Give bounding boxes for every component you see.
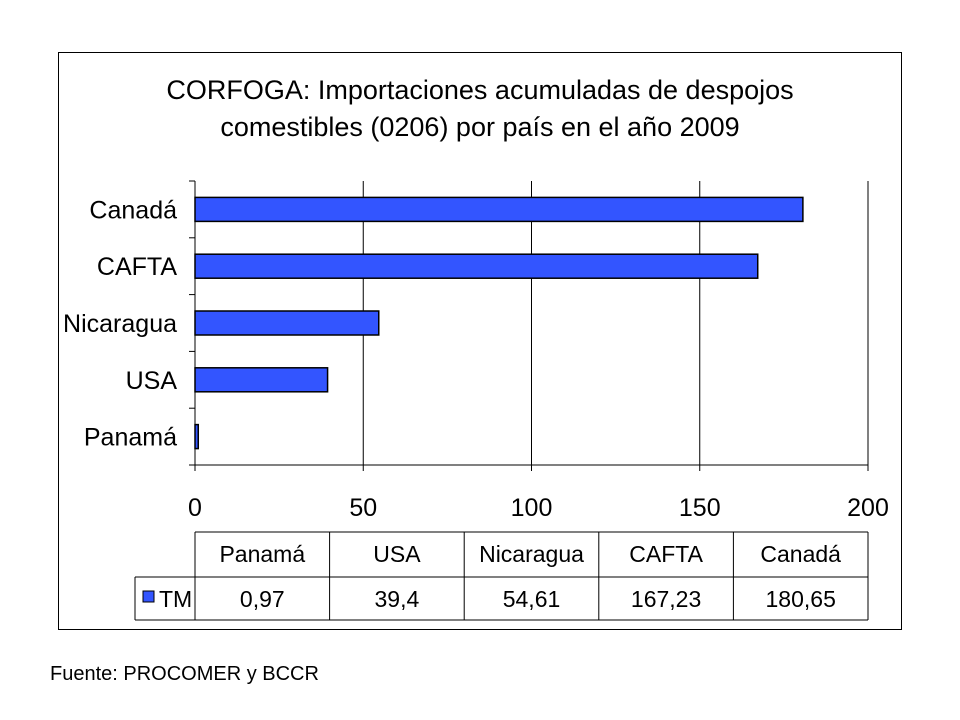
table-value-cell: 39,4 bbox=[375, 586, 420, 612]
source-note: Fuente: PROCOMER y BCCR bbox=[50, 663, 319, 685]
table-header-cell: Nicaragua bbox=[479, 541, 584, 567]
x-tick-label: 0 bbox=[188, 494, 202, 522]
table-value-cell: 54,61 bbox=[503, 586, 561, 612]
category-label: Nicaragua bbox=[63, 310, 177, 338]
chart-title: CORFOGA: Importaciones acumuladas de des… bbox=[58, 72, 902, 146]
bar bbox=[194, 367, 329, 393]
table-value-cell: 180,65 bbox=[766, 586, 836, 612]
table-header-cell: Panamá bbox=[219, 541, 305, 567]
x-tick-label: 150 bbox=[679, 494, 721, 522]
bar bbox=[194, 196, 804, 223]
table-header-cell: USA bbox=[373, 541, 421, 567]
bar bbox=[194, 310, 380, 336]
table-header-cell: Canadá bbox=[760, 541, 841, 567]
category-label: Canadá bbox=[89, 196, 177, 224]
category-label: CAFTA bbox=[97, 253, 177, 281]
category-label: Panamá bbox=[84, 424, 177, 452]
bar bbox=[194, 253, 759, 279]
bar bbox=[194, 423, 200, 450]
x-tick-label: 100 bbox=[511, 494, 553, 522]
legend-label: TM bbox=[159, 586, 192, 612]
category-label: USA bbox=[126, 367, 178, 395]
table-value-cell: 167,23 bbox=[631, 586, 701, 612]
table-header-cell: CAFTA bbox=[629, 541, 703, 567]
x-tick-label: 200 bbox=[847, 494, 889, 522]
chart-frame bbox=[58, 52, 902, 630]
table-value-cell: 0,97 bbox=[240, 586, 285, 612]
chart-title-line-2: comestibles (0206) por país en el año 20… bbox=[220, 112, 740, 142]
x-tick-label: 50 bbox=[349, 494, 377, 522]
chart-title-line-1: CORFOGA: Importaciones acumuladas de des… bbox=[166, 75, 794, 105]
legend-key bbox=[142, 590, 155, 603]
